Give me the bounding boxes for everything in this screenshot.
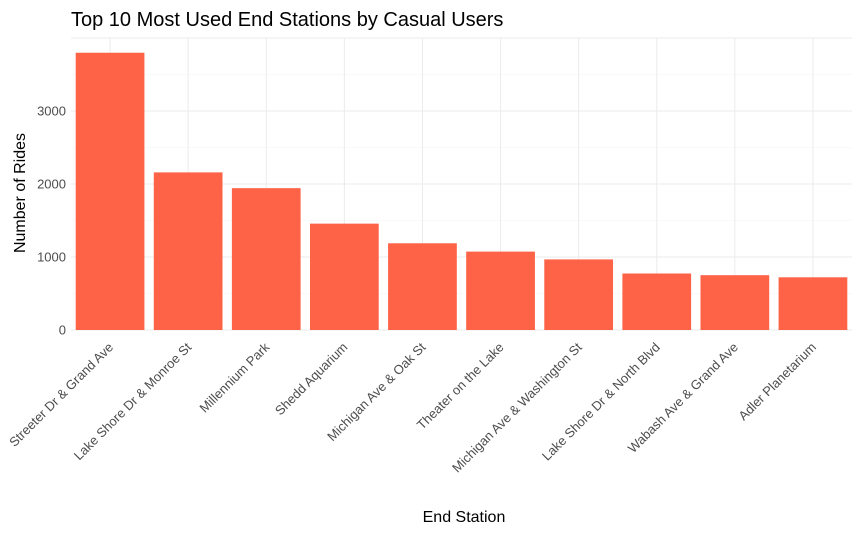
bars: [75, 52, 848, 330]
bar: [778, 277, 848, 330]
bar: [622, 273, 692, 330]
bar: [153, 172, 223, 330]
bar: [309, 223, 379, 330]
x-tick-label: Adler Planetarium: [735, 340, 819, 424]
y-tick-label: 1000: [37, 250, 66, 265]
bar: [388, 243, 457, 330]
bar: [700, 275, 770, 330]
y-axis-ticks: 0 1000 2000 3000: [37, 104, 66, 338]
bar: [231, 188, 301, 330]
y-tick-label: 2000: [37, 177, 66, 192]
x-tick-label: Theater on the Lake: [414, 340, 507, 433]
x-tick-label: Millennium Park: [196, 339, 272, 415]
bar: [75, 52, 145, 330]
x-tick-label: Shedd Aquarium: [272, 340, 351, 419]
y-tick-label: 0: [59, 323, 66, 338]
bar: [544, 259, 614, 330]
chart-title: Top 10 Most Used End Stations by Casual …: [71, 9, 503, 31]
y-axis-title: Number of Rides: [12, 133, 29, 253]
bar: [466, 251, 535, 330]
x-tick-label: Michigan Ave & Washington St: [449, 339, 585, 475]
y-tick-label: 3000: [37, 104, 66, 119]
x-axis-title: End Station: [423, 509, 506, 526]
